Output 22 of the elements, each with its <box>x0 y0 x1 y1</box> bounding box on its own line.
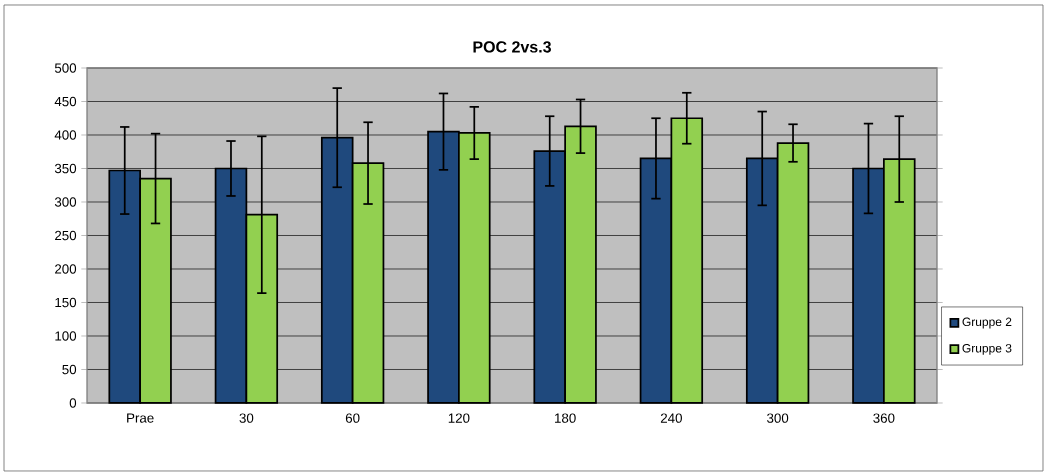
x-tick-label: 240 <box>660 413 682 423</box>
chart-title: POC 2vs.3 <box>473 41 551 53</box>
y-tick-label: 150 <box>55 297 77 308</box>
x-tick-label: Prae <box>127 413 154 423</box>
y-tick-label: 250 <box>55 230 77 241</box>
y-tick-label: 500 <box>54 63 77 73</box>
legend-label: Gruppe 3 <box>962 343 1012 355</box>
x-tick-label: 360 <box>873 413 895 423</box>
y-tick-label: 200 <box>55 264 77 274</box>
y-tick-label: 100 <box>55 331 77 341</box>
y-tick-label: 300 <box>54 197 77 207</box>
x-tick-label: 300 <box>767 413 789 423</box>
y-tick-label: 0 <box>69 398 77 408</box>
y-tick-label: 350 <box>54 163 77 174</box>
legend-label: Gruppe 2 <box>962 317 1012 329</box>
x-tick-label: 60 <box>345 413 360 423</box>
y-tick-label: 50 <box>62 364 77 375</box>
x-tick-label: 180 <box>555 413 576 423</box>
y-tick-label: 400 <box>54 130 77 140</box>
x-tick-label: 120 <box>448 413 470 423</box>
y-tick-label: 450 <box>54 96 77 107</box>
x-tick-label: 30 <box>239 413 254 423</box>
